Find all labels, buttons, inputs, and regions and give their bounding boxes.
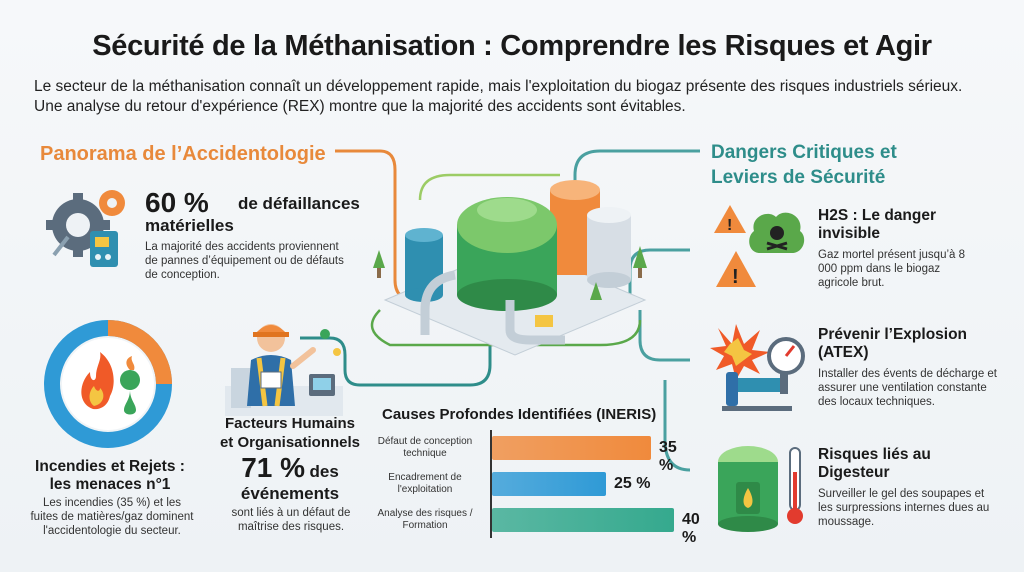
facteurs-stat: 71 % <box>241 452 306 483</box>
page-title: Sécurité de la Méthanisation : Comprendr… <box>92 30 932 62</box>
materiel-desc: La majorité des accidents proviennent de… <box>145 241 344 281</box>
materiel-stat-text: de défaillances <box>238 194 360 213</box>
bar-3 <box>492 508 674 532</box>
bar-category-label: Analyse des risques / Formation <box>377 508 473 531</box>
right-item-digesteur: Risques liés au Digesteur Surveiller le … <box>818 446 990 528</box>
facteurs-title: Facteurs Humains et Organisationnels <box>219 415 361 451</box>
causes-bar-chart: Défaut de conception technique 35 % Encadre… <box>370 430 700 546</box>
materiel-stat: 60 % <box>145 187 209 218</box>
facteurs-stat-text: des <box>309 462 339 481</box>
chart-axis-line <box>490 430 492 538</box>
gears-equipment-icon <box>46 190 125 267</box>
bar-value-label: 40 % <box>682 511 700 546</box>
incendies-desc: Les incendies (35 %) et les fuites de ma… <box>30 497 194 537</box>
bar-1 <box>492 436 651 460</box>
digester-thermometer-icon <box>718 446 803 532</box>
bar-category-label: Encadrement de l'exploitation <box>388 472 462 495</box>
intro-text: Le secteur de la méthanisation connaît u… <box>34 78 963 115</box>
facteurs-desc: sont liés à un défaut de maîtrise des ri… <box>231 507 351 533</box>
methanisation-plant-illustration <box>373 180 647 356</box>
facteurs-stat-block: 71 % des <box>212 454 368 487</box>
chart-title: Causes Profondes Identifiées (INERIS) <box>382 406 657 423</box>
right-item-atex: Prévenir l’Explosion (ATEX) Installer de… <box>818 326 998 408</box>
worker-icon <box>225 324 343 416</box>
incendies-title: Incendies et Rejets : les menaces n°1 <box>35 458 185 493</box>
bar-value-label: 35 % <box>659 439 677 474</box>
left-section-heading: Panorama de l’Accidentologie <box>40 143 326 165</box>
bar-category-label: Défaut de conception technique <box>377 436 473 459</box>
right-section-heading: Dangers Critiques et Leviers de Sécurité <box>711 142 897 188</box>
bar-2 <box>492 472 606 496</box>
incendies-donut-icon <box>44 320 172 448</box>
svg-text:!: ! <box>732 266 739 288</box>
materiel-stat-line2: matérielles <box>145 216 234 235</box>
right-item-h2s: H2S : Le danger invisible Gaz mortel pré… <box>818 207 966 289</box>
toxic-gas-icon: ! ! <box>714 205 805 288</box>
facteurs-stat-line2: événements <box>240 484 340 503</box>
bar-value-label: 25 % <box>614 475 651 492</box>
svg-text:!: ! <box>727 217 732 234</box>
explosion-gauge-icon <box>710 324 805 411</box>
